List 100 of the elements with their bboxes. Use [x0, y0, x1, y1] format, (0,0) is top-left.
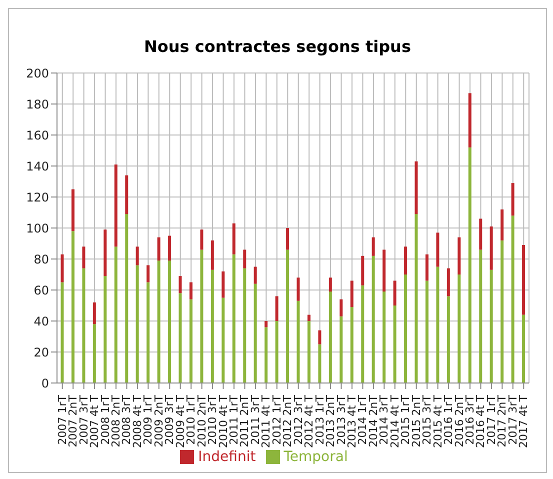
x-tick-label: 2016 2nT [452, 394, 466, 448]
bar [82, 246, 86, 268]
x-tick-label: 2011 1rT [228, 394, 240, 445]
x-tick-label: 2011 4t T [260, 394, 273, 448]
bar [340, 316, 343, 383]
bar [307, 314, 310, 321]
bar [307, 321, 310, 383]
bar [200, 250, 204, 383]
bar [414, 214, 418, 383]
x-tick-label: 2013 2nT [324, 394, 338, 448]
bar [490, 226, 493, 270]
bar [200, 230, 204, 250]
y-tick-label: 80 [34, 252, 49, 266]
bar [243, 268, 246, 383]
bar [136, 246, 139, 266]
bar [446, 296, 450, 383]
bar [178, 276, 182, 294]
x-tick-label: 2014 1rT [356, 394, 370, 445]
bar [157, 237, 160, 261]
x-tick-label: 2007 3rT [77, 394, 90, 445]
bar [479, 218, 482, 250]
bar [82, 268, 86, 383]
bar [157, 260, 160, 383]
bar [500, 209, 504, 240]
x-tick-label: 2007 4t T [88, 394, 102, 448]
x-tick-label: 2013 3rT [334, 394, 348, 445]
bar [479, 250, 482, 383]
x-tick-label: 2017 4t T [517, 394, 530, 448]
y-tick-label: 20 [34, 345, 49, 360]
x-tick-label: 2011 2nT [238, 394, 252, 448]
bar [500, 240, 504, 383]
bar [296, 300, 300, 383]
x-tick-label: 2010 4t T [216, 394, 230, 448]
x-tick-label: 2015 4t T [431, 394, 444, 448]
bar [328, 278, 332, 292]
x-tick-label: 2010 1rT [184, 394, 198, 445]
y-tick-label: 120 [26, 190, 49, 204]
bar [468, 147, 472, 383]
bar [361, 285, 364, 383]
bar [254, 266, 257, 284]
bar [350, 280, 354, 308]
bar [168, 236, 172, 261]
x-tick-label: 2014 3rT [378, 394, 391, 445]
bar [372, 237, 375, 256]
bar [136, 265, 139, 383]
bar [522, 314, 526, 383]
bar [125, 175, 128, 214]
bar [210, 270, 214, 383]
bar [275, 321, 278, 383]
bar [146, 265, 150, 282]
chart-title: Nous contractes segons tipus [143, 37, 412, 58]
bar [146, 282, 150, 383]
x-tick-label: 2015 1rT [399, 394, 412, 445]
bar [436, 232, 440, 267]
x-tick-label: 2014 2nT [366, 394, 380, 448]
bar [382, 292, 386, 383]
bar [275, 296, 278, 321]
x-tick-label: 2012 2nT [281, 394, 294, 448]
x-tick-label: 2009 2nT [152, 394, 166, 448]
x-tick-label: 2015 3rT [420, 394, 434, 445]
bar [60, 254, 64, 282]
x-tick-label: 2017 3rT [506, 394, 520, 445]
x-tick-label: 2014 4t T [388, 394, 402, 448]
bar [414, 161, 418, 214]
bar [372, 256, 375, 383]
bar [286, 250, 290, 383]
x-tick-label: 2007 1rT [56, 394, 69, 445]
bar [404, 246, 408, 274]
bar [92, 302, 96, 324]
x-tick-label: 2010 3rT [206, 394, 220, 445]
x-tick-label: 2016 1rT [442, 394, 456, 445]
bar [286, 228, 290, 250]
bar [71, 231, 74, 383]
x-tick-label: 2009 4t T [174, 394, 187, 448]
x-tick-label: 2012 4t T [302, 394, 316, 448]
bar [92, 324, 96, 383]
bar [446, 268, 450, 296]
bar [425, 280, 428, 383]
bar [264, 327, 268, 383]
x-tick-label: 2015 2nT [410, 394, 423, 448]
bar [393, 306, 396, 383]
x-tick-label: 2013 4t T [346, 394, 358, 448]
bar [328, 292, 332, 383]
bar [60, 282, 64, 383]
y-tick-label: 180 [26, 97, 49, 112]
y-tick-label: 100 [26, 221, 49, 236]
bar [350, 307, 354, 383]
bar [404, 274, 408, 383]
bar [168, 260, 172, 383]
x-tick-label: 2013 1rT [313, 394, 326, 445]
x-tick-label: 2008 1rT [98, 394, 112, 445]
bar [189, 282, 192, 300]
bar [468, 93, 472, 148]
x-tick-label: 2009 3rT [163, 394, 176, 445]
x-tick-label: 2016 4t T [474, 394, 488, 448]
bar [104, 230, 107, 276]
y-tick-label: 160 [26, 128, 49, 142]
bar [125, 214, 128, 383]
bar [189, 299, 192, 383]
legend-label: Temporal [284, 449, 348, 465]
